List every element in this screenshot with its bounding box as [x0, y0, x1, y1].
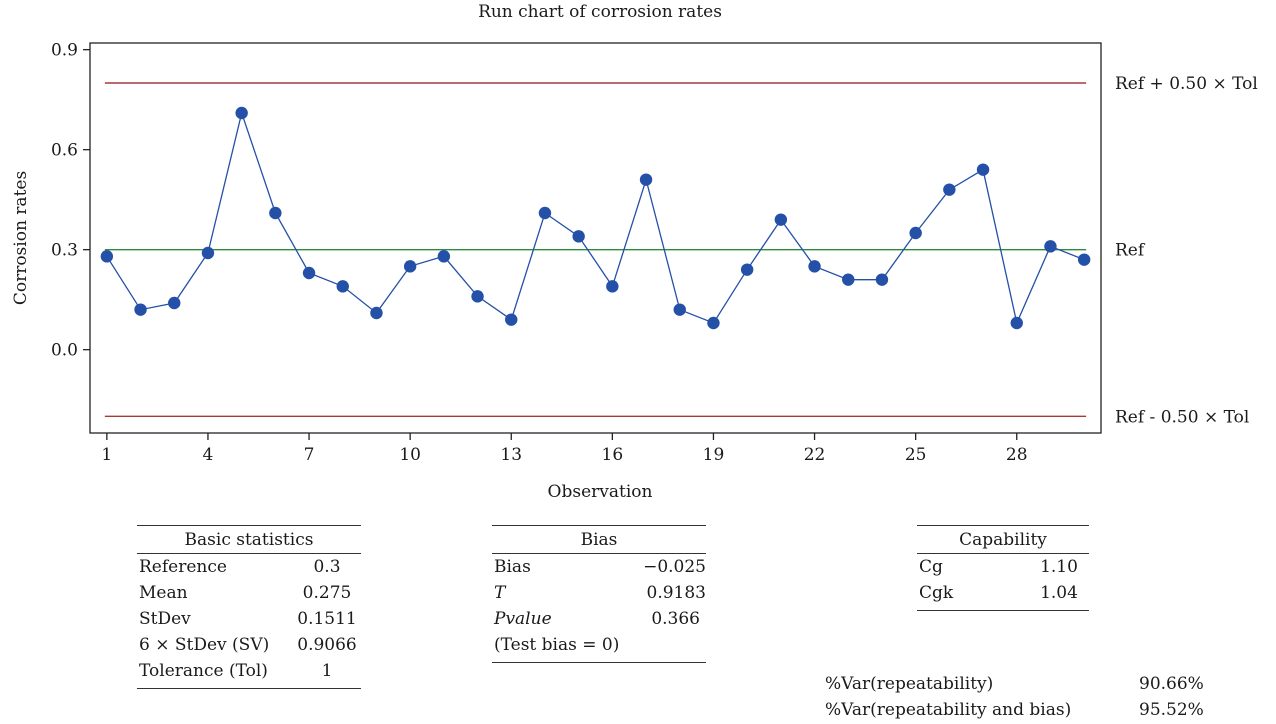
x-tick-label: 13: [500, 445, 522, 465]
data-point: [404, 260, 416, 272]
data-point: [707, 317, 719, 329]
basic-statistics-table: Basic statistics Reference 0.3 Mean 0.275 …: [137, 525, 361, 689]
data-point: [101, 250, 113, 262]
x-tick-label: 10: [399, 445, 421, 465]
list-item: %Var(repeatability and bias) 95.52%: [825, 697, 1265, 723]
table-row: Reference 0.3: [137, 554, 361, 580]
data-point: [808, 260, 820, 272]
data-point: [775, 213, 787, 225]
data-point: [943, 183, 955, 195]
data-point: [168, 297, 180, 309]
data-point: [640, 173, 652, 185]
y-tick-label: 0.6: [51, 141, 78, 161]
data-point: [1044, 240, 1056, 252]
x-tick-label: 4: [203, 445, 214, 465]
reference-line-label: Ref - 0.50 × Tol: [1115, 407, 1249, 427]
x-tick-label: 7: [304, 445, 315, 465]
table-row: StDev 0.1511: [137, 606, 361, 632]
data-point: [134, 303, 146, 315]
data-point: [370, 307, 382, 319]
data-point: [674, 303, 686, 315]
data-point: [235, 107, 247, 119]
table-row: Tolerance (Tol) 1: [137, 658, 361, 684]
data-point: [1011, 317, 1023, 329]
reference-lines: Ref + 0.50 × Tol Ref Ref - 0.50 × Tol: [105, 74, 1258, 427]
table-row: (Test bias = 0): [492, 632, 706, 658]
x-axis-label: Observation: [548, 482, 653, 500]
capability-table: Capability Cg 1.10 Cgk 1.04: [917, 525, 1089, 611]
series-line: [107, 113, 1084, 323]
y-tick-label: 0.9: [51, 41, 78, 61]
y-tick-label: 0.3: [51, 241, 78, 261]
x-tick-label: 16: [602, 445, 624, 465]
table-row: Pvalue 0.366: [492, 606, 706, 632]
chart-title: Run chart of corrosion rates: [478, 2, 722, 22]
x-tick-label: 19: [703, 445, 725, 465]
data-point: [471, 290, 483, 302]
table-row: Mean 0.275: [137, 580, 361, 606]
data-points: [101, 107, 1091, 329]
data-point: [572, 230, 584, 242]
x-tick-label: 28: [1006, 445, 1028, 465]
data-point: [741, 263, 753, 275]
table-row: 6 × StDev (SV) 0.9066: [137, 632, 361, 658]
reference-line-label: Ref + 0.50 × Tol: [1115, 74, 1258, 94]
list-item: %Var(repeatability) 90.66%: [825, 671, 1265, 697]
table-row: Cg 1.10: [917, 554, 1089, 580]
data-point: [269, 207, 281, 219]
bias-table: Bias Bias −0.025 T 0.9183 Pvalue 0.366 (Tes…: [492, 525, 706, 663]
x-tick-label: 1: [101, 445, 112, 465]
x-tick-label: 22: [804, 445, 826, 465]
data-point: [202, 247, 214, 259]
data-point: [1078, 253, 1090, 265]
data-point: [876, 273, 888, 285]
y-axis: 0.0 0.3 0.6 0.9: [51, 41, 90, 361]
table-row: T 0.9183: [492, 580, 706, 606]
data-point: [438, 250, 450, 262]
run-chart: Run chart of corrosion rates 0.00.30.60.…: [0, 0, 1276, 500]
x-axis: 1 4 7 10 13 16 19 22 25 28: [101, 433, 1027, 465]
data-point: [337, 280, 349, 292]
basic-statistics-title: Basic statistics: [137, 526, 361, 553]
capability-title: Capability: [917, 526, 1089, 553]
data-point: [842, 273, 854, 285]
data-point: [909, 227, 921, 239]
table-row: Bias −0.025: [492, 554, 706, 580]
x-tick-label: 25: [905, 445, 927, 465]
y-tick-label: 0.0: [51, 341, 78, 361]
variance-summary: %Var(repeatability) 90.66% %Var(repeatabi…: [825, 671, 1265, 723]
table-row: Cgk 1.04: [917, 580, 1089, 606]
data-point: [505, 313, 517, 325]
y-axis-label: Corrosion rates: [11, 171, 31, 305]
plot-frame: [90, 43, 1101, 433]
data-point: [977, 163, 989, 175]
data-point: [303, 267, 315, 279]
reference-line-label: Ref: [1115, 241, 1146, 261]
bias-title: Bias: [492, 526, 706, 553]
data-point: [539, 207, 551, 219]
data-point: [606, 280, 618, 292]
